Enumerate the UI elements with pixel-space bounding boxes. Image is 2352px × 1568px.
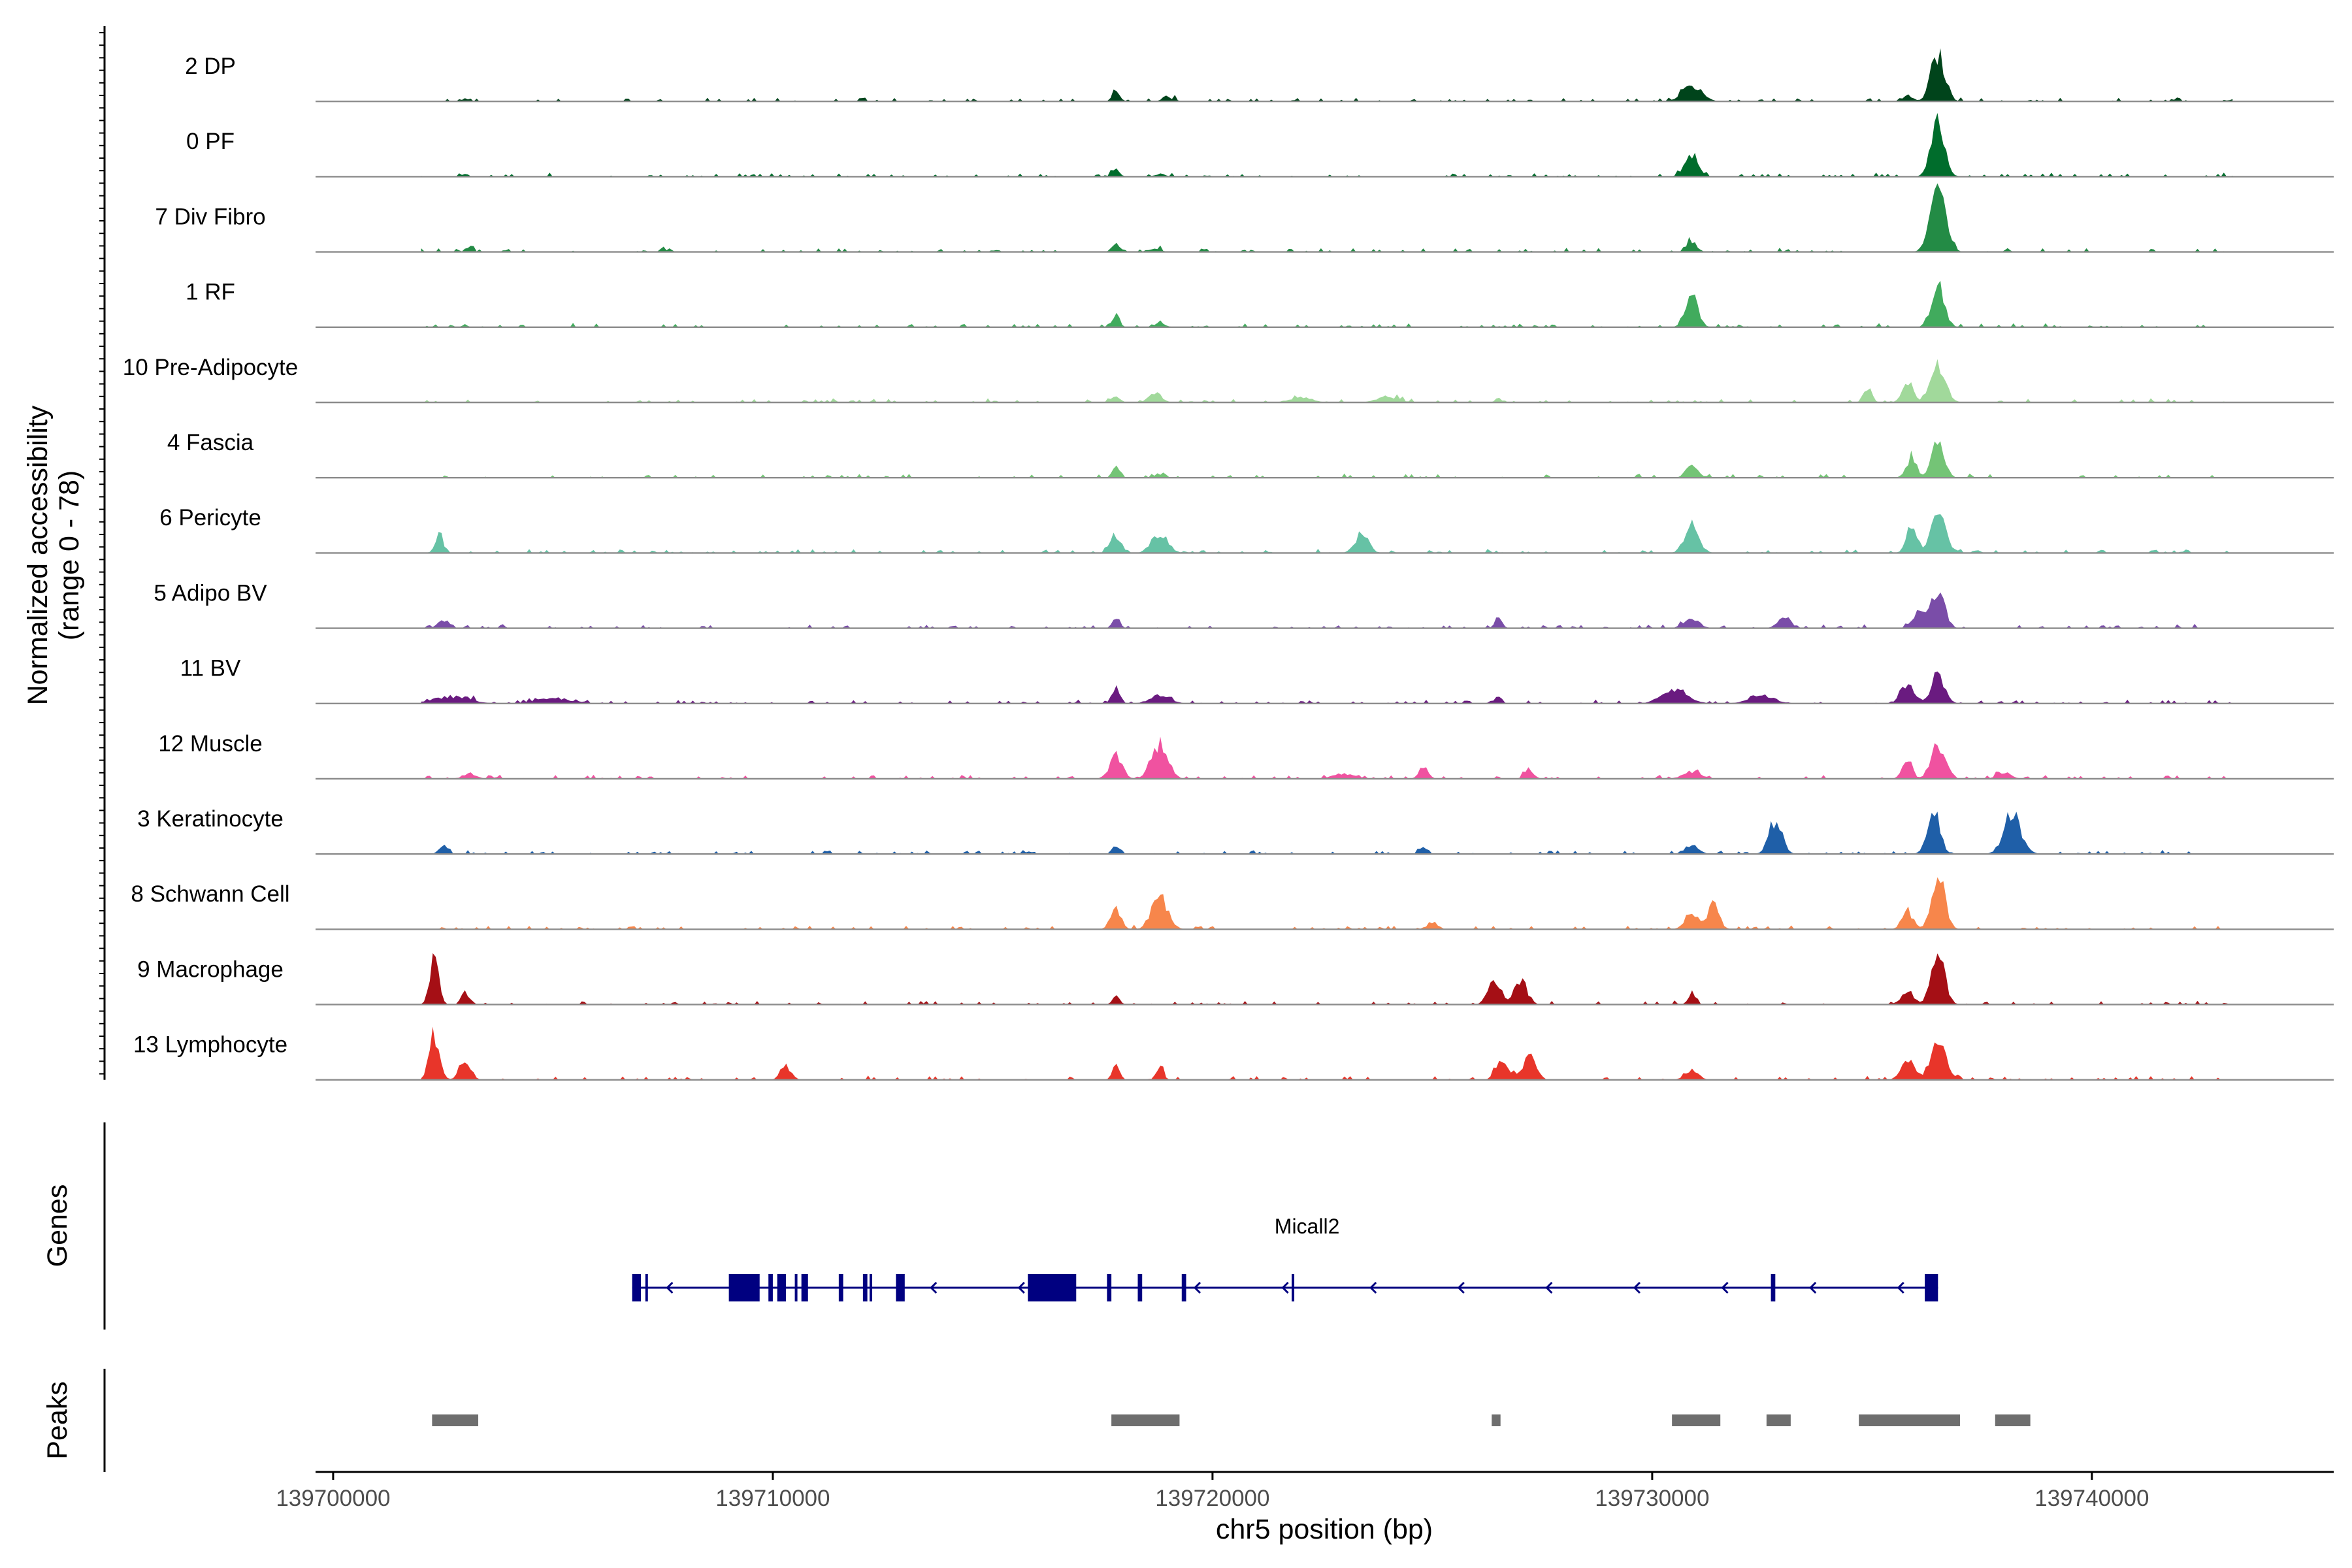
coverage-tracks: 2 DP 0 PF 7 Div Fibro 1 RF 10 Pre-Adipocyte 4…: [123, 48, 2334, 1081]
gene-exon: [1292, 1274, 1295, 1301]
track-label: 7 Div Fibro: [155, 204, 265, 229]
gene-name: Micall2: [1275, 1215, 1340, 1238]
track: 5 Adipo BV: [154, 580, 2334, 629]
gene-exon: [1181, 1274, 1186, 1301]
gene-exon: [1925, 1274, 1938, 1301]
strand-arrow: [1721, 1281, 1729, 1294]
track-label: 11 BV: [180, 656, 241, 681]
gene-exon: [794, 1274, 798, 1301]
track-label: 3 Keratinocyte: [137, 806, 284, 832]
peak-region: [1111, 1414, 1180, 1426]
genes-panel-label: Genes: [42, 1184, 73, 1267]
track: 12 Muscle: [158, 731, 2334, 780]
x-tick-label: 139720000: [1155, 1486, 1269, 1511]
x-tick-label: 139700000: [276, 1486, 390, 1511]
gene-exon: [632, 1274, 642, 1301]
strand-arrow: [1193, 1281, 1201, 1294]
track: 2 DP: [185, 48, 2334, 103]
track-label: 5 Adipo BV: [154, 580, 267, 606]
gene-exon: [862, 1274, 868, 1301]
gene-exon: [838, 1274, 843, 1301]
gene-exon: [1137, 1274, 1143, 1301]
track: 3 Keratinocyte: [137, 806, 2334, 855]
coverage-area: [421, 811, 2233, 855]
strand-arrow: [1457, 1281, 1465, 1294]
gene-exon: [801, 1274, 808, 1301]
gene-exon: [1028, 1274, 1077, 1301]
track: 6 Pericyte: [159, 505, 2334, 554]
strand-arrow: [1809, 1281, 1817, 1294]
gene-exon: [777, 1274, 787, 1301]
x-axis-ticks: 139700000 139710000 139720000 139730000 1397…: [276, 1472, 2149, 1511]
track: 9 Macrophage: [137, 953, 2334, 1005]
x-axis-label: chr5 position (bp): [1216, 1514, 1433, 1545]
track-label: 10 Pre-Adipocyte: [123, 355, 298, 380]
strand-arrow: [1897, 1281, 1904, 1294]
gene-exon: [1771, 1274, 1776, 1301]
y-axis-ticks: [99, 26, 106, 1080]
strand-arrow: [930, 1281, 938, 1294]
track: 8 Schwann Cell: [131, 877, 2334, 930]
track: 0 PF: [186, 112, 2334, 178]
peak-regions: [432, 1414, 2031, 1426]
strand-arrow: [1281, 1281, 1289, 1294]
gene-exon: [728, 1274, 760, 1301]
gene-exon: [768, 1274, 773, 1301]
x-tick-label: 139740000: [2034, 1486, 2149, 1511]
strand-arrow: [1633, 1281, 1641, 1294]
strand-arrow: [1369, 1281, 1377, 1294]
track: 11 BV: [180, 656, 2334, 705]
track-label: 2 DP: [185, 54, 236, 79]
x-tick-label: 139730000: [1595, 1486, 1709, 1511]
gene-exon: [896, 1274, 905, 1301]
track: 10 Pre-Adipocyte: [123, 355, 2334, 404]
peak-region: [1859, 1414, 1960, 1426]
track: 1 RF: [186, 280, 2334, 328]
peak-region: [1672, 1414, 1721, 1426]
track-label: 12 Muscle: [158, 731, 263, 757]
track-label: 6 Pericyte: [159, 505, 261, 531]
track-label: 13 Lymphocyte: [133, 1032, 287, 1058]
track-label: 0 PF: [186, 129, 235, 154]
track: 13 Lymphocyte: [133, 1026, 2334, 1081]
coverage-area: [421, 592, 2233, 629]
track-label: 4 Fascia: [167, 430, 254, 455]
gene-exon: [645, 1274, 648, 1301]
track: 7 Div Fibro: [155, 183, 2334, 253]
peak-region: [432, 1414, 479, 1426]
peaks-panel-label: Peaks: [42, 1381, 73, 1460]
gene-model: Micall2: [632, 1215, 1938, 1301]
track-label: 9 Macrophage: [137, 956, 284, 982]
strand-arrow: [1545, 1281, 1553, 1294]
track-label: 8 Schwann Cell: [131, 881, 289, 907]
x-tick-label: 139710000: [715, 1486, 830, 1511]
peak-region: [1766, 1414, 1791, 1426]
gene-exon: [869, 1274, 872, 1301]
strand-arrow: [666, 1281, 674, 1294]
gene-models: Micall2: [632, 1215, 1938, 1301]
y-axis-label: Normalized accessibility: [22, 405, 54, 705]
gene-exon: [1107, 1274, 1112, 1301]
track: 4 Fascia: [167, 430, 2334, 479]
strand-arrow: [1017, 1281, 1025, 1294]
peak-region: [1492, 1414, 1501, 1426]
peak-region: [1995, 1414, 2031, 1426]
track-label: 1 RF: [186, 280, 235, 305]
y-axis-range-label: (range 0 - 78): [54, 470, 85, 641]
